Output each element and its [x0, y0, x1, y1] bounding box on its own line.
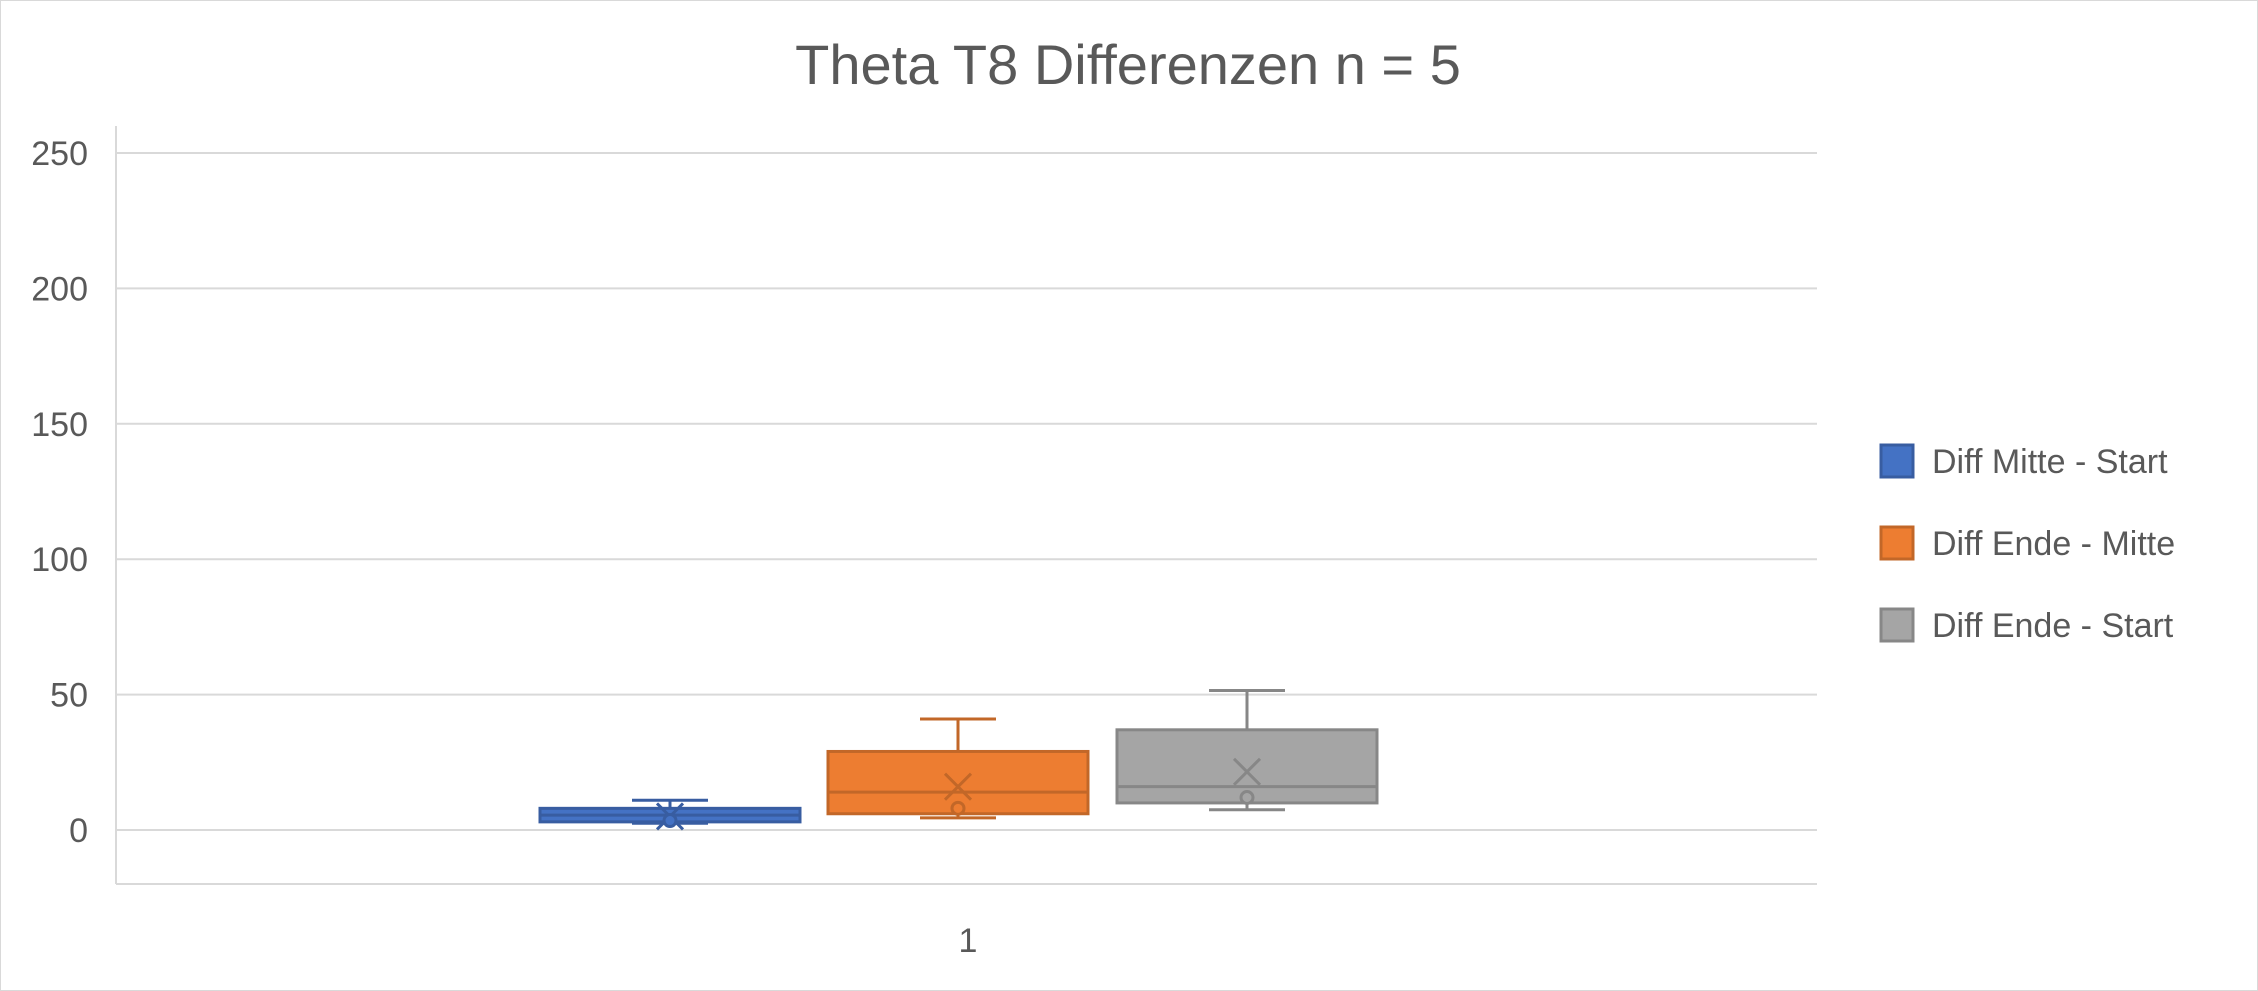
- data-point: [950, 800, 966, 816]
- legend-item: Diff Mitte - Start: [1879, 443, 2168, 481]
- legend-item: Diff Ende - Mitte: [1879, 525, 2175, 563]
- box-diff-ende-mitte: [826, 717, 1090, 820]
- legend-label: Diff Ende - Mitte: [1932, 525, 2175, 563]
- box-diff-mitte-start: [538, 798, 802, 831]
- chart-title: Theta T8 Differenzen n = 5: [795, 33, 1461, 96]
- box-diff-ende-start: [1115, 689, 1379, 812]
- legend-swatch: [1879, 525, 1915, 561]
- legend-item: Diff Ende - Start: [1879, 607, 2174, 645]
- y-tick-label: 200: [31, 270, 88, 308]
- y-tick-label: 150: [31, 406, 88, 444]
- y-tick-label: 0: [69, 812, 88, 850]
- legend: Diff Mitte - Start Diff Ende - Mitte Diff …: [1879, 443, 2175, 645]
- mean-marker: [1232, 757, 1262, 786]
- data-point: [662, 813, 678, 829]
- y-axis-ticks: 0 50 100 150 200 250: [31, 135, 88, 850]
- legend-swatch: [1879, 607, 1915, 643]
- legend-swatch: [1879, 443, 1915, 479]
- y-tick-label: 50: [50, 677, 88, 715]
- legend-label: Diff Mitte - Start: [1932, 443, 2168, 481]
- x-tick-label: 1: [959, 922, 978, 960]
- data-point: [1239, 790, 1255, 806]
- mean-marker: [943, 772, 973, 801]
- y-tick-label: 250: [31, 135, 88, 173]
- y-tick-label: 100: [31, 541, 88, 579]
- box-series: [538, 689, 1379, 831]
- gridlines: [116, 152, 1817, 831]
- legend-label: Diff Ende - Start: [1932, 607, 2174, 645]
